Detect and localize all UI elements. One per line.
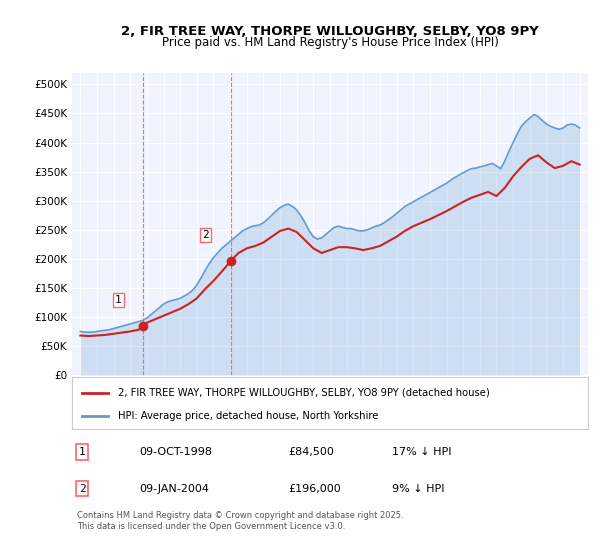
- Text: £84,500: £84,500: [289, 447, 335, 458]
- Text: 2: 2: [202, 230, 209, 240]
- Text: £196,000: £196,000: [289, 484, 341, 494]
- Text: HPI: Average price, detached house, North Yorkshire: HPI: Average price, detached house, Nort…: [118, 412, 379, 422]
- Text: 1: 1: [79, 447, 86, 458]
- Text: 09-OCT-1998: 09-OCT-1998: [139, 447, 212, 458]
- Text: Contains HM Land Registry data © Crown copyright and database right 2025.
This d: Contains HM Land Registry data © Crown c…: [77, 511, 404, 531]
- Text: 9% ↓ HPI: 9% ↓ HPI: [392, 484, 445, 494]
- Text: 17% ↓ HPI: 17% ↓ HPI: [392, 447, 451, 458]
- Text: 09-JAN-2004: 09-JAN-2004: [139, 484, 209, 494]
- Text: Price paid vs. HM Land Registry's House Price Index (HPI): Price paid vs. HM Land Registry's House …: [161, 36, 499, 49]
- Text: 2: 2: [79, 484, 86, 494]
- Text: 2, FIR TREE WAY, THORPE WILLOUGHBY, SELBY, YO8 9PY (detached house): 2, FIR TREE WAY, THORPE WILLOUGHBY, SELB…: [118, 388, 490, 398]
- Text: 2, FIR TREE WAY, THORPE WILLOUGHBY, SELBY, YO8 9PY: 2, FIR TREE WAY, THORPE WILLOUGHBY, SELB…: [121, 25, 539, 38]
- Text: 1: 1: [115, 295, 121, 305]
